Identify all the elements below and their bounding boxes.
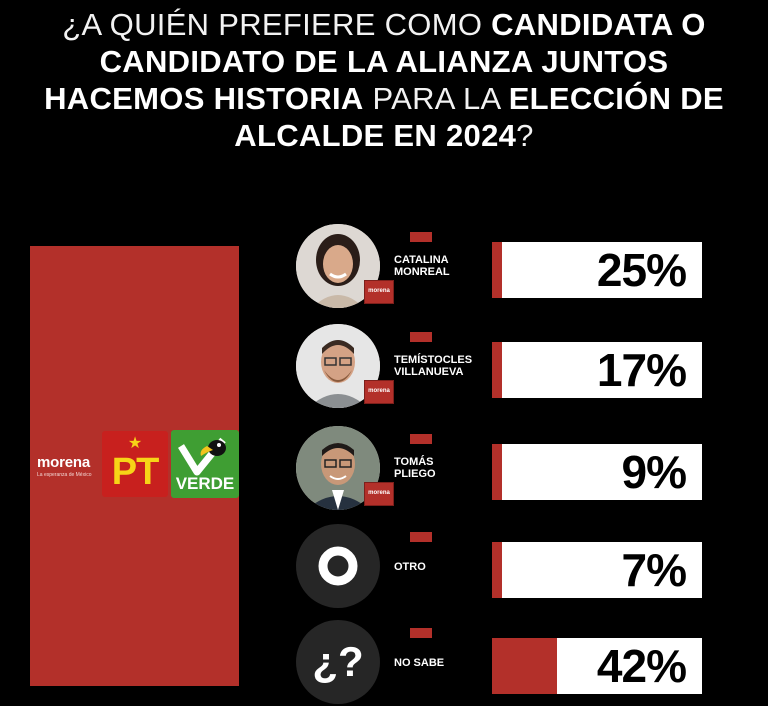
question-icon: ¿? — [312, 638, 364, 685]
candidate-name: TEMÍSTOCLES VILLANUEVA — [394, 354, 504, 378]
circle-icon — [318, 546, 358, 586]
name-line-1: TOMÁS — [394, 456, 434, 468]
candidate-name: NO SABE — [394, 657, 504, 669]
bar-track — [380, 242, 702, 298]
bar-track — [380, 542, 702, 598]
candidate-name: OTRO — [394, 561, 504, 573]
verde-logo: VERDE — [171, 430, 239, 498]
bar-value-label: 25% — [596, 244, 687, 296]
bar-value-label: 17% — [596, 344, 687, 396]
morena-wordmark: morena — [37, 454, 90, 471]
bar-row: ¿? NO SABE 42% — [0, 620, 768, 706]
morena-badge: morena — [364, 280, 394, 304]
bar-accent — [410, 628, 432, 638]
bar-accent — [410, 434, 432, 444]
star-icon: ★ — [127, 435, 143, 452]
bar-value-label: 9% — [621, 446, 687, 498]
verde-wordmark: VERDE — [175, 474, 235, 493]
name-line-1: CATALINA — [394, 254, 449, 266]
bar-row: morena TEMÍSTOCLES VILLANUEVA 17% — [0, 324, 768, 414]
pt-wordmark: PT — [111, 451, 160, 493]
badge-text: morena — [368, 388, 390, 394]
name-line-1: OTRO — [394, 561, 426, 573]
bar-accent — [410, 332, 432, 342]
name-line-1: NO SABE — [394, 657, 445, 669]
name-line-1: TEMÍSTOCLES — [394, 354, 473, 366]
name-line-2: PLIEGO — [394, 468, 436, 480]
bar-red-fill — [492, 242, 502, 298]
bar-value-label: 42% — [596, 640, 687, 692]
name-line-2: VILLANUEVA — [394, 366, 464, 378]
bar-row: OTRO 7% — [0, 524, 768, 614]
bar-red-fill — [492, 542, 502, 598]
bar-value — [502, 342, 702, 398]
bar-red-fill — [492, 444, 502, 500]
candidate-name: CATALINA MONREAL — [394, 254, 504, 278]
bar-value-label: 7% — [621, 544, 687, 596]
bar-red-fill — [492, 638, 557, 694]
pt-logo: ★ PT — [102, 431, 168, 497]
person-icon — [296, 224, 380, 308]
bar-track — [380, 638, 702, 694]
morena-badge: morena — [364, 482, 394, 506]
bar-row: morena CATALINA MONREAL 25% — [0, 224, 768, 314]
badge-text: morena — [368, 490, 390, 496]
bar-track — [380, 444, 702, 500]
no-sabe-avatar: ¿? — [296, 620, 380, 704]
otro-avatar — [296, 524, 380, 608]
bar-row: morena TOMÁS PLIEGO 9% — [0, 426, 768, 516]
bar-accent — [410, 532, 432, 542]
morena-logo: morena La esperanza de México — [37, 454, 125, 478]
badge-text: morena — [368, 288, 390, 294]
morena-badge: morena — [364, 380, 394, 404]
toucan-check-icon — [178, 437, 226, 476]
title-part-3: ? — [516, 118, 534, 153]
title-bold-1: CANDIDATA O CANDIDATO DE LA ALIANZA JUNT… — [44, 7, 706, 116]
title-part-2: PARA LA — [363, 81, 509, 116]
bar-value — [502, 444, 702, 500]
title-part-1: ¿A QUIÉN PREFIERE COMO — [62, 7, 492, 42]
bar-value — [557, 638, 702, 694]
bar-value — [502, 242, 702, 298]
chart-title: ¿A QUIÉN PREFIERE COMO CANDIDATA O CANDI… — [20, 6, 748, 154]
bar-red-fill — [492, 342, 502, 398]
bar-value — [502, 542, 702, 598]
bar-track — [380, 342, 702, 398]
candidate-photo — [296, 224, 380, 308]
candidate-name: TOMÁS PLIEGO — [394, 456, 504, 480]
morena-tagline: La esperanza de México — [37, 472, 92, 478]
title-bold-2: ELECCIÓN DE ALCALDE EN 2024 — [234, 81, 724, 153]
alliance-panel: morena La esperanza de México ★ PT VERDE — [30, 246, 239, 686]
bar-accent — [410, 232, 432, 242]
name-line-2: MONREAL — [394, 266, 450, 278]
